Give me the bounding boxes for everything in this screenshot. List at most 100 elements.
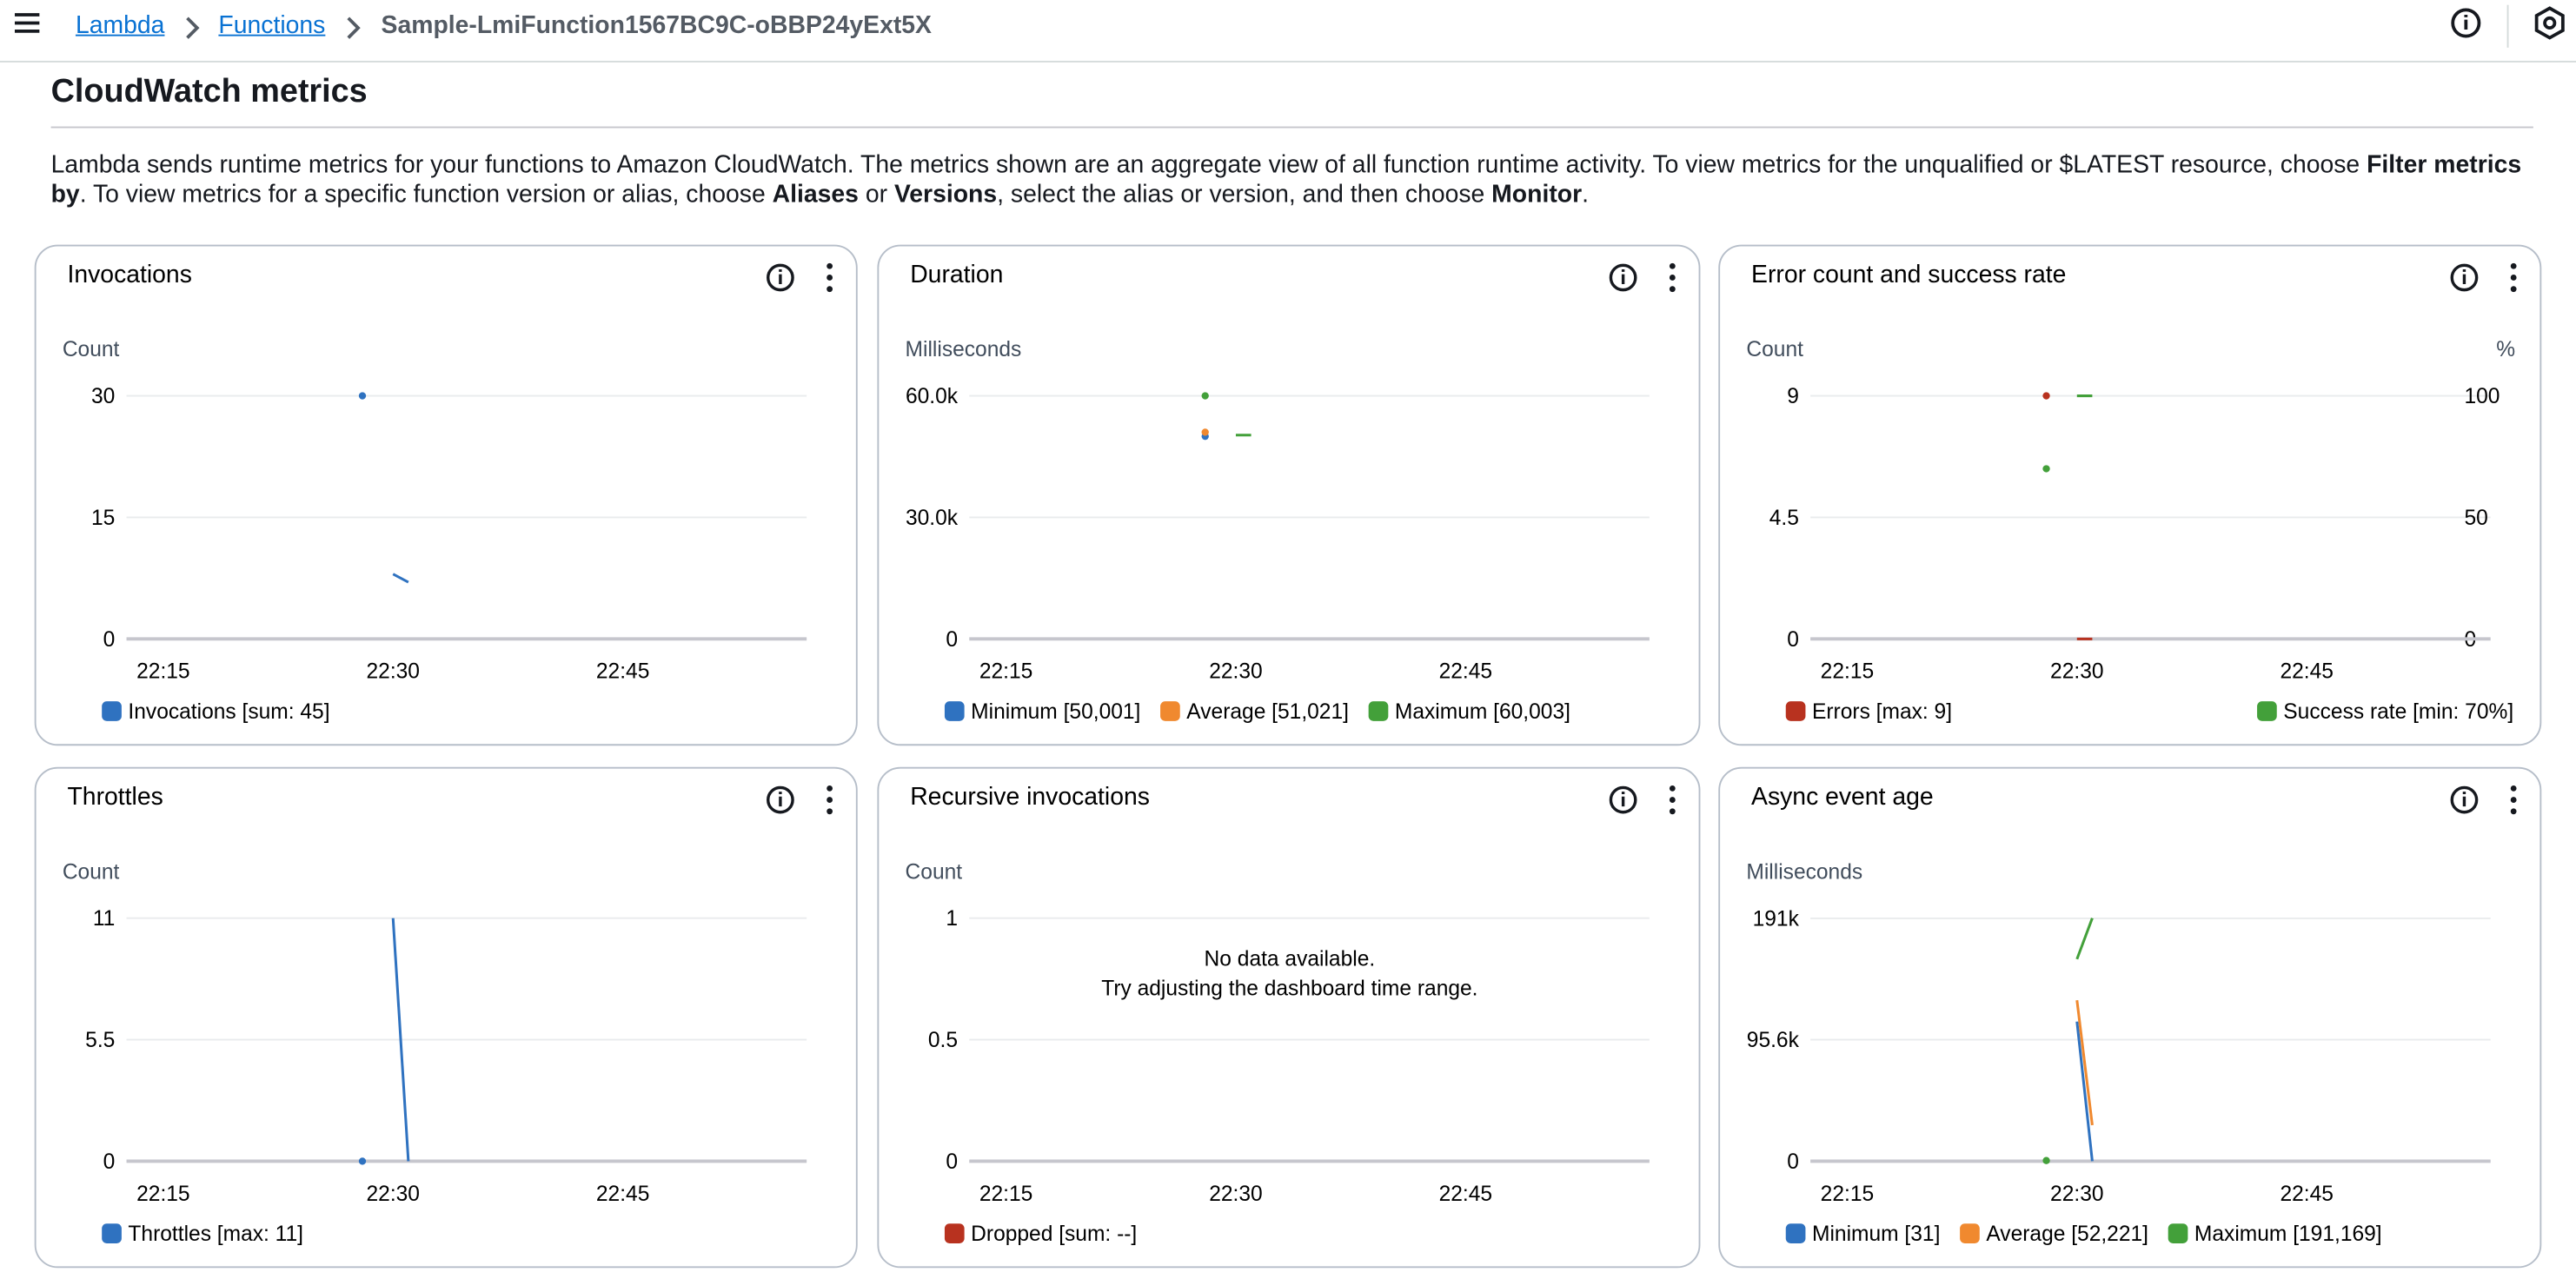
legend-swatch: [102, 701, 122, 721]
widget-chart: Throttles Count 0 5.5 11 22:15 22:30 22:45 Throt…: [63, 783, 833, 1246]
legend-swatch: [944, 701, 965, 721]
x-tick-label: 22:30: [2050, 1183, 2103, 1206]
legend-label: Minimum [50,001]: [971, 700, 1140, 724]
info-icon[interactable]: [1609, 785, 1637, 814]
widget-chart: Async event age Milliseconds 0 95.6k 191k 22:…: [1746, 783, 2517, 1246]
icon-shape: [1669, 286, 1676, 293]
x-tick-label: 22:45: [1439, 1183, 1492, 1206]
widget-title: Duration: [910, 261, 1003, 288]
menu-icon[interactable]: [2510, 262, 2517, 293]
legend-label: Maximum [60,003]: [1395, 700, 1570, 724]
y-axis-label: Count: [63, 338, 120, 361]
legend-item: Minimum [31]: [1785, 1223, 1940, 1246]
legend-swatch: [2257, 701, 2277, 721]
y-axis-label: Milliseconds: [906, 338, 1022, 361]
settings-icon[interactable]: [2532, 5, 2568, 42]
menu-icon[interactable]: [827, 785, 833, 815]
widget-chart: Invocations Count 0 15 30 22:15 22:30 22:45 Invo…: [63, 261, 833, 724]
text-bold: Aliases: [772, 180, 859, 209]
legend-item: Dropped [sum: --]: [944, 1223, 1137, 1246]
icon-shape: [1669, 785, 1676, 792]
widget-title: Throttles: [68, 783, 163, 811]
data-line: [2075, 918, 2094, 960]
x-tick-label: 22:45: [596, 660, 649, 684]
y2-axis-label: %: [2496, 338, 2515, 361]
info-icon[interactable]: [767, 785, 794, 814]
legend-label: Dropped [sum: --]: [971, 1223, 1137, 1246]
menu-icon[interactable]: [827, 262, 833, 293]
x-tick-label: 22:45: [1439, 660, 1492, 684]
divider: [2506, 4, 2509, 48]
data-line: [2075, 999, 2094, 1126]
data-point: [358, 392, 367, 400]
info-icon[interactable]: [767, 263, 794, 292]
x-tick-label: 22:15: [1821, 660, 1874, 684]
text-bold: Monitor: [1491, 180, 1583, 209]
y-axis-label: Milliseconds: [1746, 860, 1862, 884]
legend-item: Average [52,221]: [1960, 1223, 2148, 1246]
metric-widget: Invocations Count 0 15 30 22:15 22:30 22:45 Invo…: [34, 244, 858, 746]
breadcrumb-link[interactable]: Functions: [218, 11, 326, 40]
info-icon[interactable]: [2450, 263, 2479, 292]
text: , select the alias or version, and then …: [997, 180, 1492, 209]
y-axis-label: Count: [1746, 338, 1803, 361]
legend-label: Average [51,021]: [1186, 700, 1349, 724]
menu-icon[interactable]: [1669, 262, 1676, 293]
data-point: [2042, 465, 2050, 473]
y-axis-label: Count: [906, 860, 963, 884]
metric-widget: Error count and success rateCount%04.590…: [1718, 244, 2542, 746]
icon-shape: [1669, 797, 1676, 803]
x-tick-label: 22:30: [1209, 1183, 1262, 1206]
legend-item: Minimum [50,001]: [944, 700, 1140, 724]
metric-widget: Async event age Milliseconds 0 95.6k 191k 22:…: [1718, 766, 2542, 1269]
icon-shape: [827, 286, 833, 293]
text: Lambda sends runtime metrics for your fu…: [50, 150, 2367, 180]
y-tick-label: 95.6k: [1747, 1029, 1800, 1052]
breadcrumb-separator: [347, 17, 361, 39]
menu-icon[interactable]: [13, 8, 46, 41]
y-tick-label: 9: [1787, 385, 1799, 408]
data-point: [2042, 1156, 2050, 1164]
menu-icon[interactable]: [1669, 785, 1676, 815]
text-bold: Filter metrics by: [50, 150, 2522, 209]
y-tick-label: 5.5: [85, 1029, 115, 1052]
y-tick-label: 11: [93, 907, 115, 931]
icon-shape: [2510, 808, 2517, 815]
menu-icon[interactable]: [2510, 785, 2517, 815]
legend-label: Throttles [max: 11]: [128, 1223, 303, 1246]
x-tick-label: 22:30: [1209, 660, 1262, 684]
info-icon[interactable]: [1609, 263, 1637, 292]
legend-label: Average [52,221]: [1986, 1223, 2148, 1246]
breadcrumb-link[interactable]: Lambda: [75, 11, 165, 40]
info-icon[interactable]: [2448, 5, 2485, 42]
metric-widget: Duration Milliseconds 0 30.0k 60.0k 22:15 22:3…: [877, 244, 1701, 746]
widget-chart: Recursive invocations Count 0 0.5 1 22:15 22:3…: [906, 783, 1676, 1246]
icon-shape: [827, 262, 833, 269]
info-icon[interactable]: [2450, 785, 2479, 814]
y-tick-label: 0: [1787, 628, 1799, 652]
icon-shape: [1609, 785, 1637, 814]
metric-widget: Throttles Count 0 5.5 11 22:15 22:30 22:45 Throt…: [34, 766, 858, 1269]
text-bold: Versions: [893, 180, 998, 209]
x-tick-label: 22:15: [979, 660, 1032, 684]
y-tick-label: 15: [91, 507, 115, 530]
top-bar: Lambda Functions Sample-LmiFunction1567B…: [0, 0, 2576, 63]
x-tick-label: 22:45: [2280, 660, 2333, 684]
text: .: [1582, 180, 1590, 209]
legend-swatch: [1368, 701, 1389, 721]
section-title: CloudWatch metrics: [50, 74, 368, 110]
breadcrumb-current: Sample-LmiFunction1567BC9C-oBBP24yExt5X: [381, 11, 932, 40]
icon-shape: [827, 797, 833, 803]
legend-swatch: [1785, 1223, 1806, 1243]
data-line: [391, 918, 410, 1162]
data-line: [2075, 1021, 2094, 1162]
data-line: [392, 573, 409, 584]
icon-shape: [767, 263, 794, 292]
widget-title: Invocations: [68, 261, 192, 288]
x-tick-label: 22:30: [367, 1183, 420, 1206]
icon-shape: [2510, 275, 2517, 281]
icon-shape: [2510, 286, 2517, 293]
data-point: [358, 1157, 367, 1165]
legend-item: Average [51,021]: [1160, 700, 1349, 724]
widget-title: Error count and success rate: [1751, 261, 2066, 288]
